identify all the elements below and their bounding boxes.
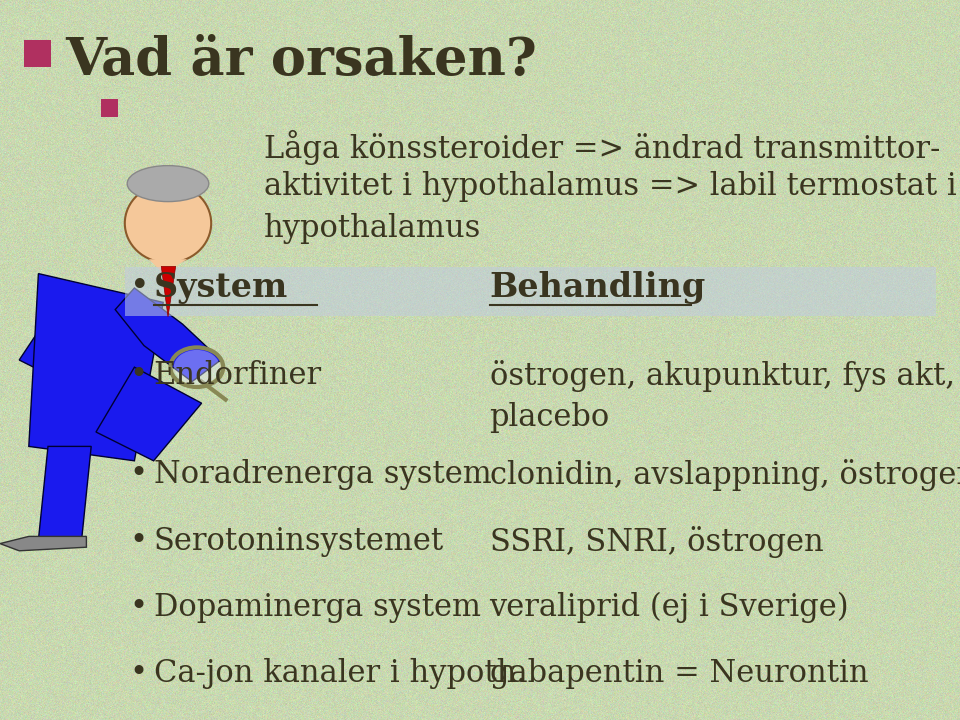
Text: Vad är orsaken?: Vad är orsaken? bbox=[65, 35, 538, 86]
Polygon shape bbox=[115, 288, 221, 382]
Polygon shape bbox=[149, 259, 187, 274]
Polygon shape bbox=[19, 302, 77, 374]
Ellipse shape bbox=[174, 350, 220, 384]
Ellipse shape bbox=[125, 184, 211, 263]
Text: •: • bbox=[130, 592, 148, 623]
Text: Dopaminerga system: Dopaminerga system bbox=[154, 592, 481, 623]
Text: •: • bbox=[130, 459, 148, 490]
Text: clonidin, avslappning, östrogen: clonidin, avslappning, östrogen bbox=[490, 459, 960, 491]
Text: Behandling: Behandling bbox=[490, 271, 706, 305]
Text: gabapentin = Neurontin: gabapentin = Neurontin bbox=[490, 658, 868, 689]
Text: Endorfiner: Endorfiner bbox=[154, 360, 322, 391]
Polygon shape bbox=[29, 274, 163, 461]
Text: •: • bbox=[130, 360, 148, 391]
Polygon shape bbox=[0, 536, 86, 551]
Text: veraliprid (ej i Sverige): veraliprid (ej i Sverige) bbox=[490, 592, 850, 623]
Text: hypothalamus: hypothalamus bbox=[264, 213, 481, 244]
Polygon shape bbox=[161, 266, 176, 317]
Text: •: • bbox=[130, 658, 148, 689]
Text: •: • bbox=[130, 526, 148, 557]
Text: Ca-jon kanaler i hypoth.: Ca-jon kanaler i hypoth. bbox=[154, 658, 526, 689]
Polygon shape bbox=[38, 446, 91, 540]
Text: Noradrenerga system: Noradrenerga system bbox=[154, 459, 492, 490]
Text: System: System bbox=[154, 271, 288, 305]
FancyBboxPatch shape bbox=[24, 40, 51, 67]
Text: aktivitet i hypothalamus => labil termostat i: aktivitet i hypothalamus => labil termos… bbox=[264, 171, 957, 202]
Polygon shape bbox=[96, 367, 202, 461]
Text: SSRI, SNRI, östrogen: SSRI, SNRI, östrogen bbox=[490, 526, 824, 557]
Ellipse shape bbox=[127, 166, 209, 202]
Text: östrogen, akupunktur, fys akt,
placebo: östrogen, akupunktur, fys akt, placebo bbox=[490, 360, 954, 433]
FancyBboxPatch shape bbox=[125, 267, 936, 316]
Text: Serotoninsystemet: Serotoninsystemet bbox=[154, 526, 444, 557]
Text: •: • bbox=[130, 271, 149, 303]
FancyBboxPatch shape bbox=[101, 99, 118, 117]
Text: Låga könssteroider => ändrad transmittor-: Låga könssteroider => ändrad transmittor… bbox=[264, 130, 941, 165]
